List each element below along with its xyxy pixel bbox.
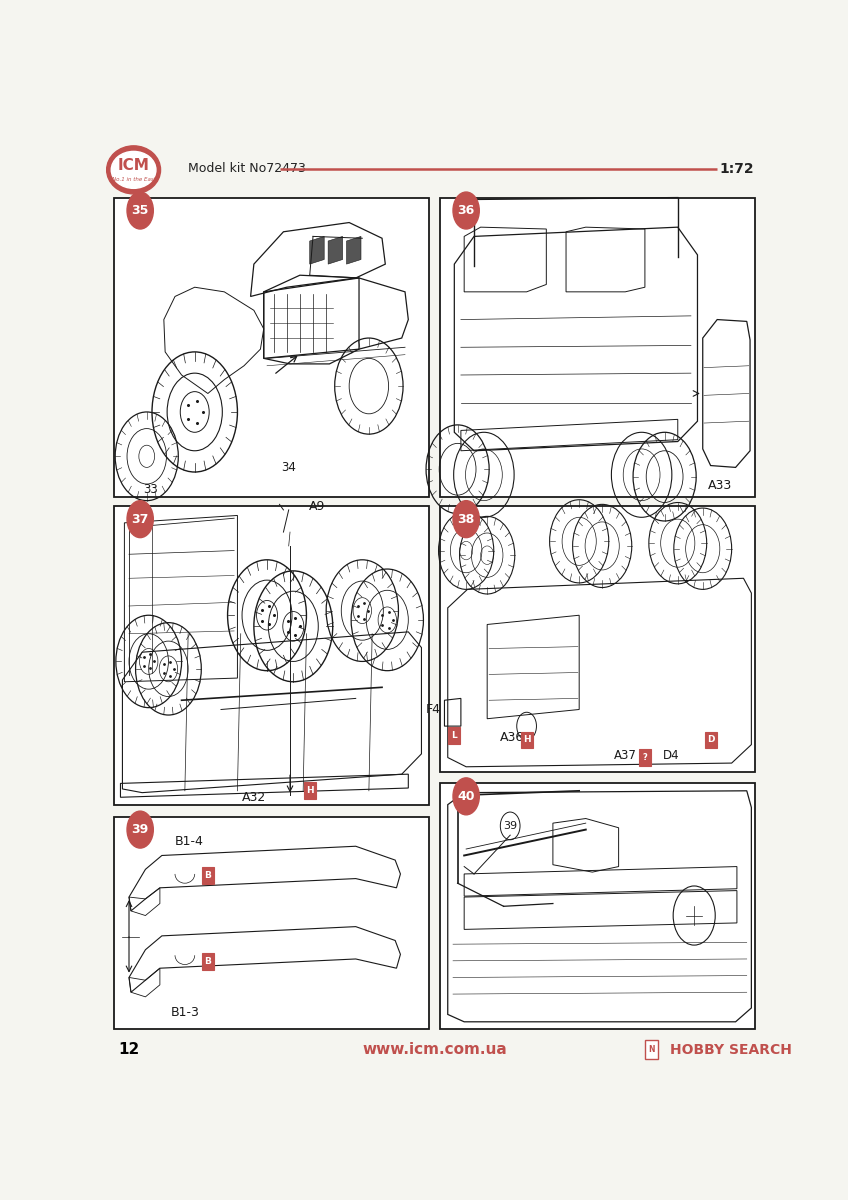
Circle shape <box>127 811 153 848</box>
Text: Model kit No72473: Model kit No72473 <box>188 162 306 175</box>
Bar <box>440 506 756 773</box>
Text: N: N <box>648 1045 655 1054</box>
Circle shape <box>127 500 153 538</box>
FancyBboxPatch shape <box>106 144 763 1068</box>
Bar <box>202 868 214 884</box>
Bar <box>440 198 756 497</box>
Text: B: B <box>204 958 211 966</box>
Circle shape <box>453 778 479 815</box>
Text: 34: 34 <box>282 461 296 474</box>
Ellipse shape <box>107 146 160 194</box>
Bar <box>114 198 429 497</box>
Text: A32: A32 <box>242 791 266 804</box>
Text: No.1 in the East: No.1 in the East <box>112 176 155 181</box>
Text: H: H <box>523 736 530 744</box>
Text: ICM: ICM <box>118 157 149 173</box>
Polygon shape <box>310 236 324 264</box>
Ellipse shape <box>111 151 156 188</box>
Text: A9: A9 <box>309 499 325 512</box>
Bar <box>449 727 460 744</box>
Text: 33: 33 <box>143 484 158 496</box>
Bar <box>440 784 756 1030</box>
Text: B: B <box>204 871 211 881</box>
Bar <box>202 954 214 970</box>
Text: D4: D4 <box>663 749 680 762</box>
Text: A33: A33 <box>708 479 733 492</box>
Text: B1-4: B1-4 <box>175 835 204 848</box>
Text: ?: ? <box>643 754 647 762</box>
Circle shape <box>127 192 153 229</box>
Polygon shape <box>347 236 361 264</box>
Text: 35: 35 <box>131 204 149 217</box>
Text: 40: 40 <box>457 790 475 803</box>
Text: 39: 39 <box>131 823 148 836</box>
Bar <box>644 1040 658 1058</box>
Bar <box>521 732 533 749</box>
Text: L: L <box>451 731 457 740</box>
Text: A37: A37 <box>614 749 637 762</box>
Text: 39: 39 <box>503 821 517 830</box>
Text: www.icm.com.ua: www.icm.com.ua <box>362 1042 507 1057</box>
Bar <box>705 732 717 749</box>
Text: 1:72: 1:72 <box>720 162 754 176</box>
Polygon shape <box>328 236 343 264</box>
Text: 12: 12 <box>118 1042 139 1057</box>
Text: 37: 37 <box>131 512 149 526</box>
Text: D: D <box>707 736 714 744</box>
Text: 36: 36 <box>458 204 475 217</box>
Text: F4: F4 <box>427 703 441 716</box>
Bar <box>114 817 429 1030</box>
Circle shape <box>453 500 479 538</box>
Text: 38: 38 <box>458 512 475 526</box>
Bar <box>114 506 429 805</box>
Bar <box>639 749 650 766</box>
Circle shape <box>453 192 479 229</box>
Text: H: H <box>306 786 314 796</box>
Bar <box>304 782 315 799</box>
Text: B1-3: B1-3 <box>170 1006 199 1019</box>
Text: A36: A36 <box>500 731 524 744</box>
Text: HOBBY SEARCH: HOBBY SEARCH <box>670 1043 792 1056</box>
